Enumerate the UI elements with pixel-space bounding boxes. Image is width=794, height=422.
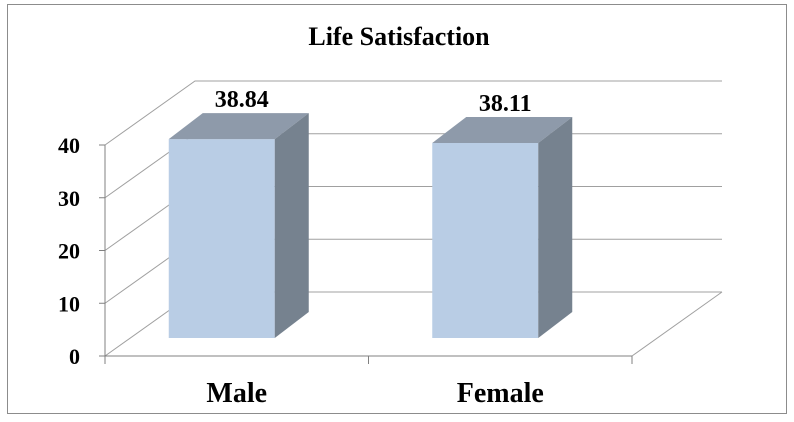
bar-front-face [432, 142, 539, 338]
y-tick-label: 40 [58, 133, 80, 158]
axis-layer: 0 10 20 30 40 [58, 133, 633, 369]
y-tick-label: 20 [58, 239, 80, 264]
bar-front-face [168, 139, 275, 338]
data-label: 38.84 [215, 87, 269, 113]
floor-edge [631, 291, 723, 357]
bar-top-face [168, 113, 309, 140]
x-category-label: Male [206, 378, 267, 409]
y-tick-label: 0 [69, 344, 80, 369]
bar-top-face [432, 116, 573, 143]
bar-male [168, 113, 309, 338]
data-label: 38.11 [479, 91, 532, 117]
bar-layer [168, 113, 573, 338]
bar-side-face [274, 113, 309, 338]
chart-title: Life Satisfaction [308, 22, 490, 51]
y-tick-label: 10 [58, 291, 80, 316]
y-tick-label: 30 [58, 186, 80, 211]
label-layer: 38.84 Male 38.11 Female [206, 87, 543, 409]
gridline [104, 80, 722, 146]
bar-female [432, 116, 573, 338]
chart-frame [7, 4, 787, 414]
x-category-label: Female [457, 378, 544, 409]
bar-side-face [538, 116, 573, 338]
